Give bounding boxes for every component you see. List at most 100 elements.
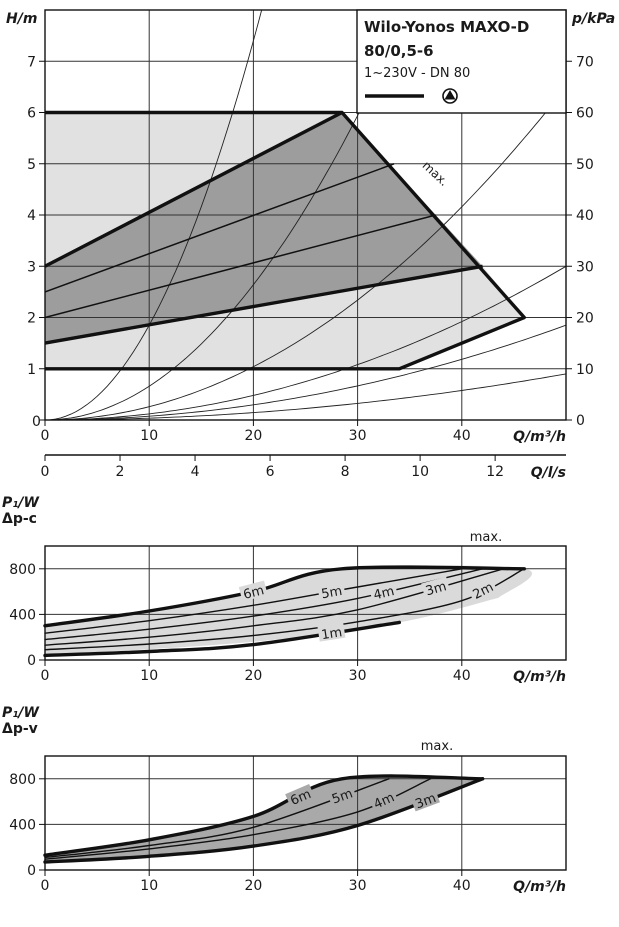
power-dpv-chart-curve-label-bg bbox=[410, 788, 440, 812]
power-dpc-chart-curve-3m bbox=[44, 568, 505, 646]
head-y2-tick-label: 70 bbox=[576, 54, 594, 70]
power-dpc-chart-frame bbox=[44, 545, 567, 661]
power-dpv-chart-curve-label: 5m bbox=[330, 786, 355, 807]
power-dpv-chart-x-axis-label: Q/m³/h bbox=[513, 879, 566, 895]
flow-ls-tick-label: 0 bbox=[41, 464, 50, 480]
power-dpc-chart-curve-label-bg bbox=[238, 580, 268, 602]
legend-subtitle: 80/0,5-6 bbox=[364, 42, 434, 60]
power-dpv-chart-x-tick-label: 0 bbox=[41, 878, 50, 894]
head-y-tick-label: 3 bbox=[27, 259, 36, 275]
head-series-4 bbox=[44, 163, 395, 293]
head-y-tick-label: 2 bbox=[27, 311, 36, 327]
power-dpc-chart-x-tick-label: 0 bbox=[41, 668, 50, 684]
power-dpv-chart-x-tick-label: 10 bbox=[140, 878, 158, 894]
flow-ls-tick-label: 6 bbox=[266, 464, 275, 480]
flow-ls-tick-label: 12 bbox=[486, 464, 504, 480]
power-dpc-chart-x-tick-label: 20 bbox=[244, 668, 262, 684]
power-dpc-chart-y-tick-label: 800 bbox=[9, 562, 36, 578]
system-curve-6 bbox=[45, 373, 566, 420]
power-dpc-chart-curve-2m bbox=[44, 568, 525, 651]
power-dpc-chart-y-axis-label: P₁/W bbox=[2, 495, 40, 511]
power-dpv-chart-y-tick-label: 400 bbox=[9, 817, 36, 833]
flow-ls-tick-label: 10 bbox=[411, 464, 429, 480]
pump-triangle-icon bbox=[444, 90, 456, 100]
power-dpc-chart-curve-label: 3m bbox=[424, 579, 448, 599]
head-series-5 bbox=[44, 214, 436, 319]
power-dpc-chart-curve-label-bg bbox=[467, 577, 498, 603]
power-dpc-chart-curve-label: 5m bbox=[320, 584, 343, 602]
head-x-tick-label: 40 bbox=[453, 428, 471, 444]
power-dpc-chart-curve-label: 1m bbox=[320, 625, 343, 643]
head-x-tick-label: 10 bbox=[140, 428, 158, 444]
head-x-tick-label: 0 bbox=[41, 428, 50, 444]
power-dpc-chart-curve-label-bg bbox=[317, 581, 346, 601]
head-y2-tick-label: 10 bbox=[576, 362, 594, 378]
flow-ls-tick-label: 8 bbox=[341, 464, 350, 480]
power-dpv-chart-mode-label: Δp-v bbox=[2, 721, 38, 737]
power-dpv-chart-curve-label-bg bbox=[368, 787, 399, 812]
power-dpc-chart-curve-5m bbox=[44, 568, 463, 634]
power-dpc-chart-x-tick-label: 30 bbox=[349, 668, 367, 684]
head-y2-axis-label: p/kPa bbox=[571, 11, 615, 27]
power-dpc-chart-curve-label-bg bbox=[317, 622, 346, 642]
head-y2-tick-label: 30 bbox=[576, 259, 594, 275]
head-chart bbox=[39, 9, 572, 426]
head-y2-tick-label: 50 bbox=[576, 157, 594, 173]
head-y-tick-label: 5 bbox=[27, 157, 36, 173]
head-y-tick-label: 4 bbox=[27, 208, 36, 224]
power-dpc-chart-curve-label: 6m bbox=[242, 583, 266, 603]
power-dpv-chart-curve-label-bg bbox=[327, 783, 357, 807]
head-series-3 bbox=[44, 264, 483, 345]
power-dpv-chart-x-tick-label: 30 bbox=[349, 878, 367, 894]
system-curve-5 bbox=[45, 324, 566, 420]
head-x-tick-label: 20 bbox=[244, 428, 262, 444]
power-dpc-chart-x-tick-label: 10 bbox=[140, 668, 158, 684]
head-y-tick-label: 1 bbox=[27, 362, 36, 378]
head-y2-tick-label: 40 bbox=[576, 208, 594, 224]
legend-title: Wilo-Yonos MAXO-D bbox=[364, 18, 529, 36]
power-dpc-chart-x-axis-label: Q/m³/h bbox=[513, 669, 566, 685]
power-dpc-chart-y-tick-label: 0 bbox=[27, 653, 36, 669]
power-dpv-chart-curve-label: 3m bbox=[413, 791, 438, 812]
power-dpc-chart bbox=[39, 545, 567, 666]
power-dpv-chart-curve-6m bbox=[43, 774, 485, 857]
power-dpv-chart-curve-label-bg bbox=[285, 784, 315, 809]
power-dpv-chart-x-tick-label: 40 bbox=[453, 878, 471, 894]
system-curve-2 bbox=[45, 10, 409, 420]
power-dpc-chart-x-tick-label: 40 bbox=[453, 668, 471, 684]
legend-box bbox=[356, 9, 567, 114]
power-dpv-chart-curve-3m bbox=[43, 777, 485, 864]
head-x-tick-label: 30 bbox=[349, 428, 367, 444]
system-curve-1 bbox=[45, 10, 263, 420]
power-dpc-chart-curve-4m bbox=[44, 568, 484, 641]
flow-ls-tick-label: 4 bbox=[191, 464, 200, 480]
legend-spec: 1~230V - DN 80 bbox=[364, 66, 470, 81]
head-y-axis-label: H/m bbox=[6, 11, 37, 27]
power-dpc-chart-mode-label: Δp-c bbox=[2, 511, 37, 527]
system-curve-3 bbox=[45, 86, 566, 420]
power-dpc-max-annotation: max. bbox=[470, 530, 502, 545]
power-dpv-chart-y-tick-label: 800 bbox=[9, 772, 36, 788]
flow-ls-tick-label: 2 bbox=[116, 464, 125, 480]
system-curve-4 bbox=[45, 265, 566, 420]
flow-ls-axis-label: Q/l/s bbox=[531, 465, 566, 481]
head-x-axis-label: Q/m³/h bbox=[513, 429, 566, 445]
head-series-1 bbox=[45, 110, 526, 371]
head-y2-tick-label: 0 bbox=[576, 413, 585, 429]
power-dpv-max-annotation: max. bbox=[421, 739, 453, 754]
head-y2-tick-label: 60 bbox=[576, 106, 594, 122]
power-dpc-chart-curve-label-bg bbox=[421, 576, 451, 599]
power-dpv-chart-y-axis-label: P₁/W bbox=[2, 705, 40, 721]
head-y-tick-label: 6 bbox=[27, 106, 36, 122]
power-dpv-chart-frame bbox=[44, 755, 567, 871]
power-dpc-chart-curve-label: 4m bbox=[372, 584, 396, 603]
power-dpc-chart-y-tick-label: 400 bbox=[9, 607, 36, 623]
power-dpv-chart bbox=[39, 755, 567, 876]
flow-ls-axis bbox=[44, 454, 566, 461]
head-y-tick-label: 0 bbox=[32, 414, 41, 430]
head-series-2 bbox=[44, 110, 343, 268]
head-y-tick-label: 7 bbox=[27, 54, 36, 70]
power-dpv-chart-x-tick-label: 20 bbox=[244, 878, 262, 894]
power-dpv-chart-y-tick-label: 0 bbox=[27, 863, 36, 879]
